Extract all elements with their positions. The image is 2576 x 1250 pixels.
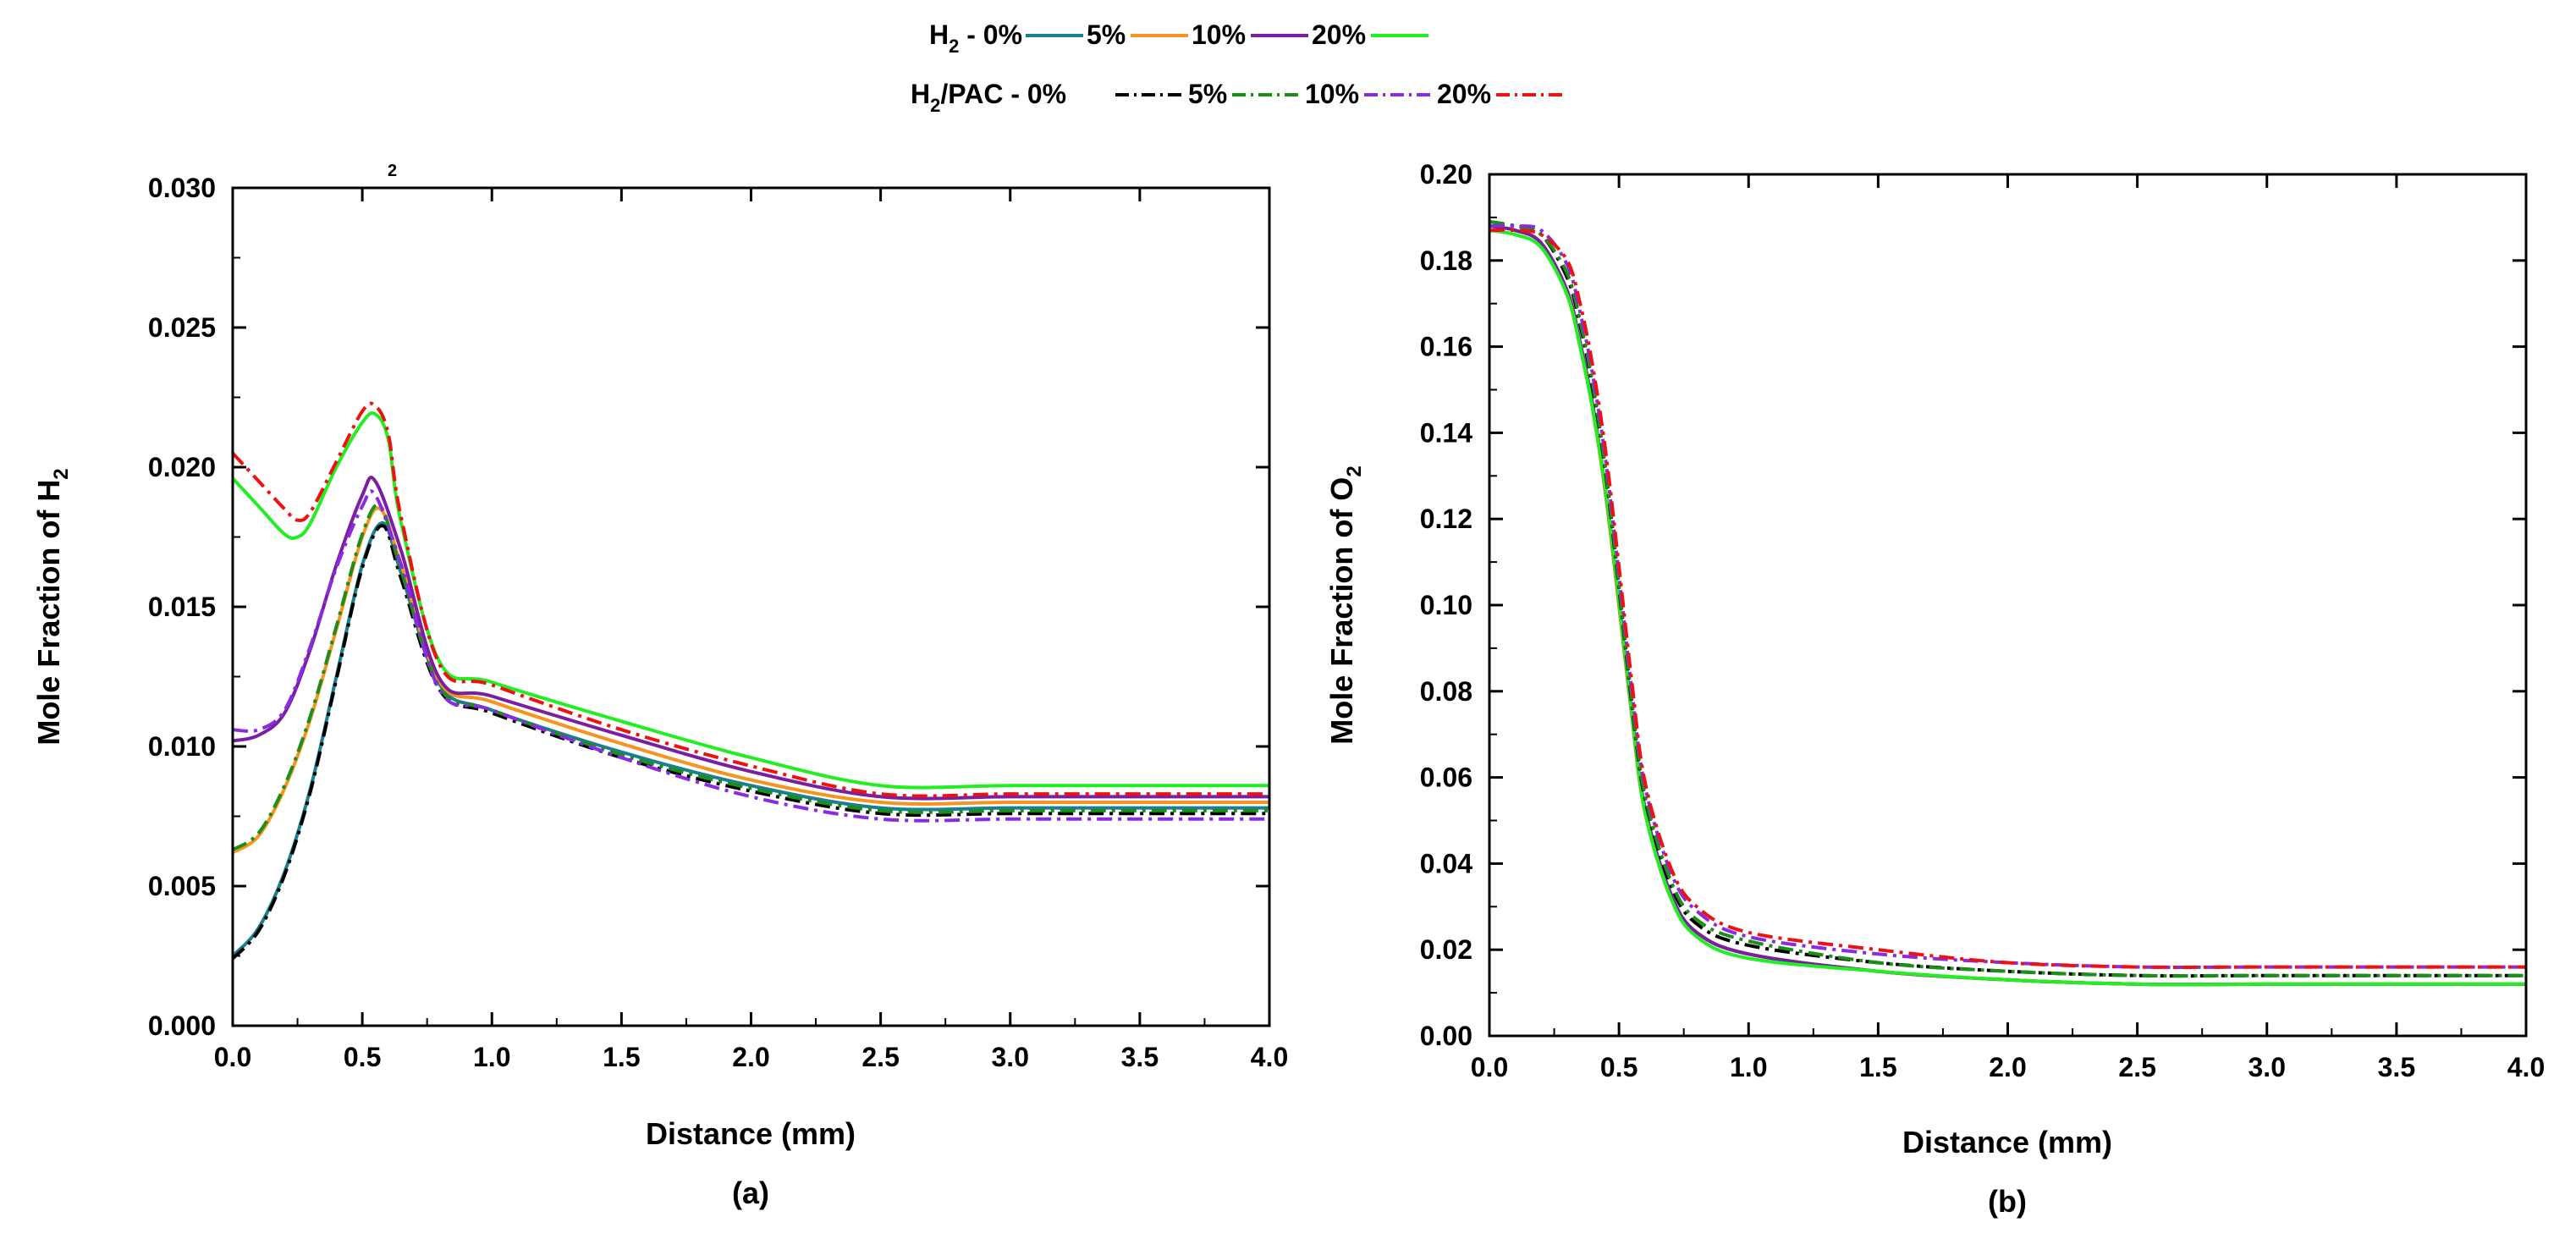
legend: H2 - 0% 5% 10% 20% H2/PAC - 0% 5% 10% 20… — [911, 19, 1566, 116]
x-axis-label-b: Distance (mm) — [1902, 1125, 2112, 1159]
y-tick-label-b: 0.16 — [1420, 332, 1472, 362]
y-tick-label-b: 0.10 — [1420, 590, 1472, 620]
y-tick-label-a: 0.025 — [148, 312, 216, 343]
series-line-pac-20-b — [1489, 228, 2526, 969]
x-tick-label-b: 4.0 — [2507, 1052, 2545, 1082]
y-tick-label-b: 0.06 — [1420, 763, 1472, 793]
chart-panel-b: 0.0 0.5 1.0 1.5 2.0 2.5 3.0 3.5 4.0 0.00 0.02 0.04 0… — [1324, 159, 2545, 1219]
legend-h2-10-label: 10% — [1192, 19, 1246, 50]
legend-h2-5-label: 5% — [1087, 19, 1126, 50]
y-tick-label-a: 0.000 — [148, 1010, 216, 1041]
series-line-pac-20-a — [231, 401, 1269, 798]
panel-label-b: (b) — [1988, 1184, 2027, 1219]
y-tick-label-b: 0.18 — [1420, 245, 1472, 276]
y-tick-label-a: 0.005 — [148, 871, 216, 901]
y-tick-label-b: 0.04 — [1420, 848, 1472, 878]
legend-h2-label: H2 - 0% — [929, 19, 1022, 57]
x-tick-label-b: 3.5 — [2378, 1052, 2415, 1082]
series-line-h2-0-b — [1489, 224, 2526, 987]
series-line-pac-5-b — [1489, 220, 2526, 978]
y-tick-label-a: 0.020 — [148, 452, 216, 482]
y-tick-label-a: 0.015 — [148, 592, 216, 622]
y-tick-label-b: 0.20 — [1420, 159, 1472, 190]
x-axis-label-a: Distance (mm) — [646, 1116, 856, 1151]
y-tick-label-a: 0.010 — [148, 731, 216, 762]
legend-pac-20-label: 20% — [1437, 79, 1491, 109]
series-line-h2-0-a — [231, 521, 1269, 957]
series-line-pac-0-b — [1489, 220, 2526, 978]
y-axis-label-a: Mole Fraction of H2 — [31, 468, 73, 745]
series-line-h2-10-b — [1489, 224, 2526, 987]
y-tick-label-b: 0.12 — [1420, 504, 1472, 534]
series-group-b — [1489, 220, 2526, 987]
x-tick-label-b: 0.0 — [1471, 1052, 1508, 1082]
x-tick-label-a: 0.0 — [214, 1042, 251, 1072]
panel-label-a: (a) — [732, 1176, 769, 1210]
x-tick-label-b: 2.5 — [2118, 1052, 2155, 1082]
x-tick-label-b: 0.5 — [1600, 1052, 1638, 1082]
legend-pac-10-label: 10% — [1305, 79, 1359, 109]
series-line-h2-5-b — [1489, 224, 2526, 987]
y-tick-label-b: 0.00 — [1420, 1021, 1472, 1051]
x-tick-label-a: 3.0 — [992, 1042, 1029, 1072]
y-axis-label-b: Mole Fraction of O2 — [1324, 465, 1366, 744]
x-tick-label-b: 2.0 — [1989, 1052, 2026, 1082]
legend-h2-20-label: 20% — [1312, 19, 1366, 50]
x-tick-label-a: 2.5 — [861, 1042, 899, 1072]
plot-frame-b — [1488, 173, 2528, 1038]
axis-ticks-a: 0.0 0.5 1.0 1.5 2.0 2.5 3.0 3.5 4.0 0.000 0.005 0.0… — [148, 173, 1288, 1072]
y-tick-label-b: 0.02 — [1420, 934, 1472, 965]
x-tick-label-b: 3.0 — [2248, 1052, 2286, 1082]
axis-ticks-b: 0.0 0.5 1.0 1.5 2.0 2.5 3.0 3.5 4.0 0.00 0.02 0.04 0… — [1420, 159, 2546, 1082]
stray-mark-a: 2 — [388, 162, 397, 180]
series-line-pac-10-a — [232, 489, 1269, 823]
x-tick-label-a: 1.0 — [473, 1042, 510, 1072]
series-line-h2-20-b — [1489, 229, 2526, 987]
x-tick-label-a: 2.0 — [732, 1042, 769, 1072]
chart-panel-a: 0.0 0.5 1.0 1.5 2.0 2.5 3.0 3.5 4.0 0.000 0.005 0.0… — [31, 162, 1288, 1210]
y-tick-label-a: 0.030 — [148, 173, 216, 203]
x-tick-label-a: 1.5 — [603, 1042, 640, 1072]
x-tick-label-a: 0.5 — [344, 1042, 381, 1072]
series-line-pac-10-b — [1489, 223, 2526, 969]
series-line-pac-0-a — [231, 524, 1269, 961]
x-tick-label-a: 4.0 — [1251, 1042, 1288, 1072]
y-tick-label-b: 0.14 — [1420, 417, 1472, 448]
x-tick-label-b: 1.0 — [1730, 1052, 1767, 1082]
plot-frame-a — [231, 186, 1271, 1027]
series-group-a — [231, 401, 1270, 961]
x-tick-label-b: 1.5 — [1859, 1052, 1896, 1082]
legend-pac-5-label: 5% — [1188, 79, 1227, 109]
series-line-h2-20-a — [231, 410, 1269, 790]
y-tick-label-b: 0.08 — [1420, 676, 1472, 707]
x-tick-label-a: 3.5 — [1121, 1042, 1159, 1072]
legend-h2pac-label: H2/PAC - 0% — [911, 79, 1066, 116]
series-line-pac-5-a — [231, 503, 1269, 851]
series-line-h2-5-a — [231, 506, 1269, 855]
